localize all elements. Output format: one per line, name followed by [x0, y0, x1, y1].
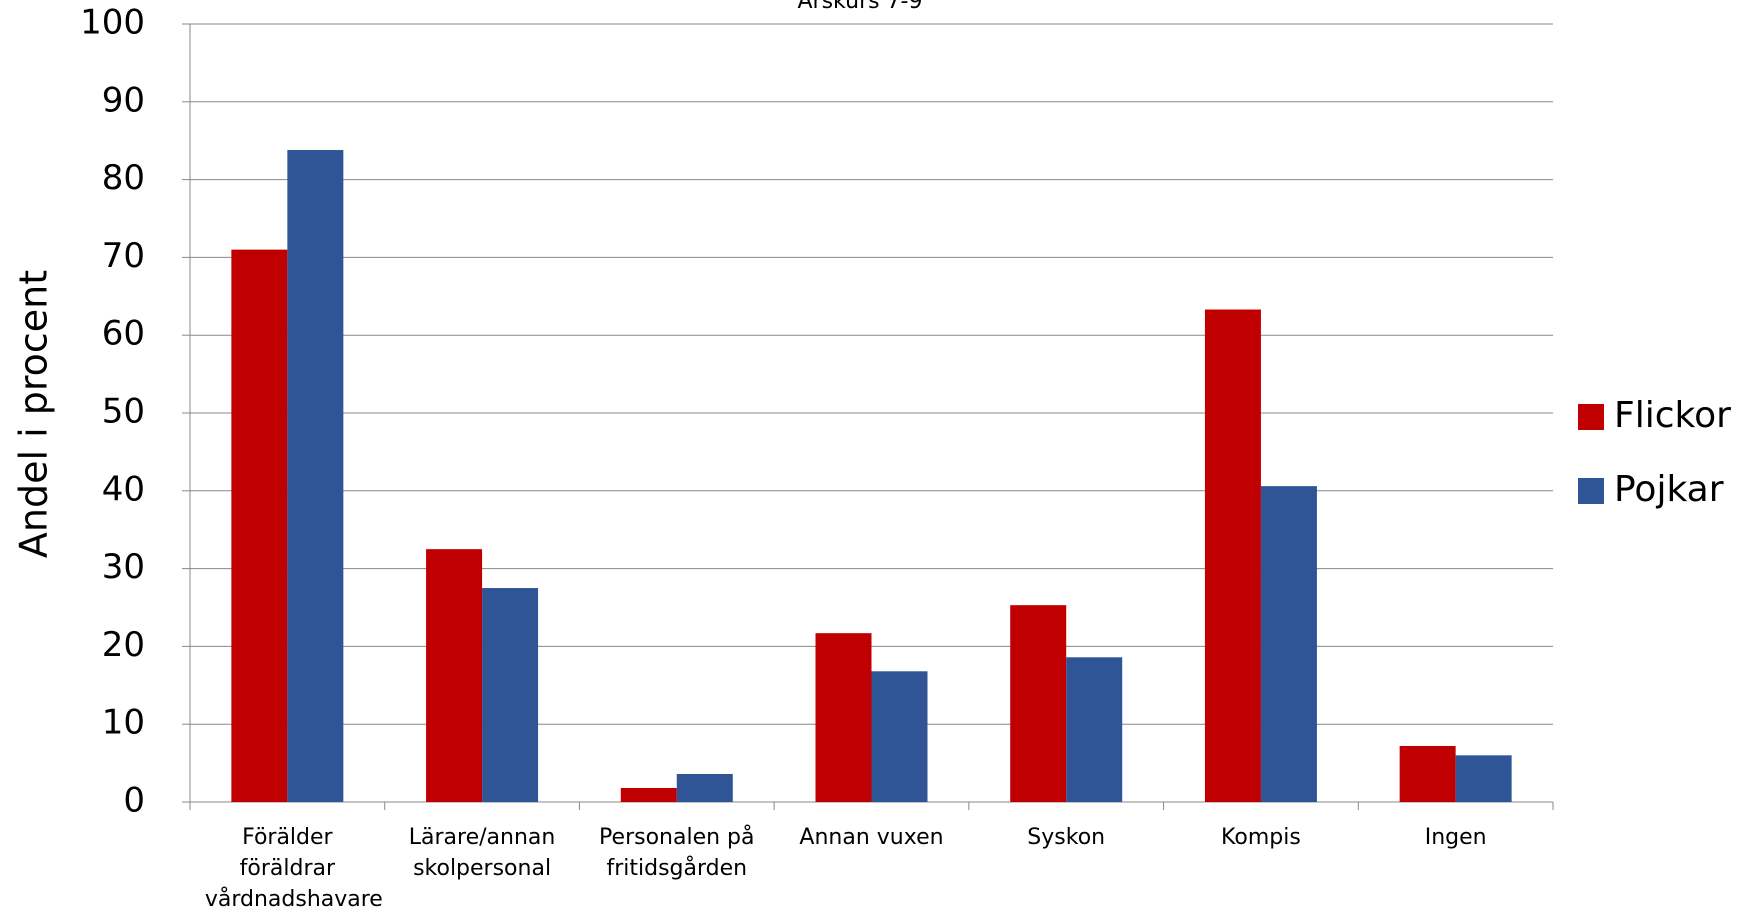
y-tick-label: 100 [80, 3, 145, 43]
bar [1066, 657, 1123, 802]
chart-title: Årskurs 7-9 [798, 0, 923, 14]
y-tick-label: 70 [102, 236, 145, 276]
x-tick-label: Lärare/annan skolpersonal [408, 825, 556, 881]
x-tick-label: Annan vuxen [799, 825, 944, 850]
y-tick-label: 30 [102, 547, 145, 587]
y-axis-title: Andel i procent [12, 270, 56, 558]
bar [482, 588, 539, 802]
bar [1399, 745, 1456, 802]
y-tick-label: 20 [102, 625, 145, 665]
y-tick-label: 10 [102, 703, 145, 743]
y-tick-label: 90 [102, 80, 145, 120]
legend-swatch [1578, 404, 1604, 430]
bar [1204, 309, 1261, 802]
y-tick-label: 0 [123, 781, 145, 821]
legend-swatch [1578, 478, 1604, 504]
x-tick-label: Personalen på fritidsgården [599, 825, 755, 881]
bar [1010, 605, 1067, 802]
x-tick-label: Förälder föräldrar vårdnadshavare [204, 825, 383, 912]
bar [1455, 755, 1512, 802]
x-tick-label: Ingen [1424, 825, 1487, 850]
x-tick-label: Syskon [1027, 825, 1106, 850]
bar [1260, 486, 1317, 802]
bar [871, 671, 928, 802]
y-tick-label: 50 [102, 392, 145, 432]
y-tick-label: 80 [102, 158, 145, 198]
legend-label: Flickor [1614, 395, 1731, 436]
bar [815, 633, 872, 802]
y-tick-label: 60 [102, 314, 145, 354]
bar [620, 787, 677, 802]
bar [231, 249, 288, 802]
bar [287, 150, 344, 802]
bar [426, 549, 483, 802]
x-tick-label: Kompis [1221, 825, 1301, 850]
legend-label: Pojkar [1614, 469, 1724, 510]
bar [676, 773, 733, 802]
y-tick-label: 40 [102, 469, 145, 509]
